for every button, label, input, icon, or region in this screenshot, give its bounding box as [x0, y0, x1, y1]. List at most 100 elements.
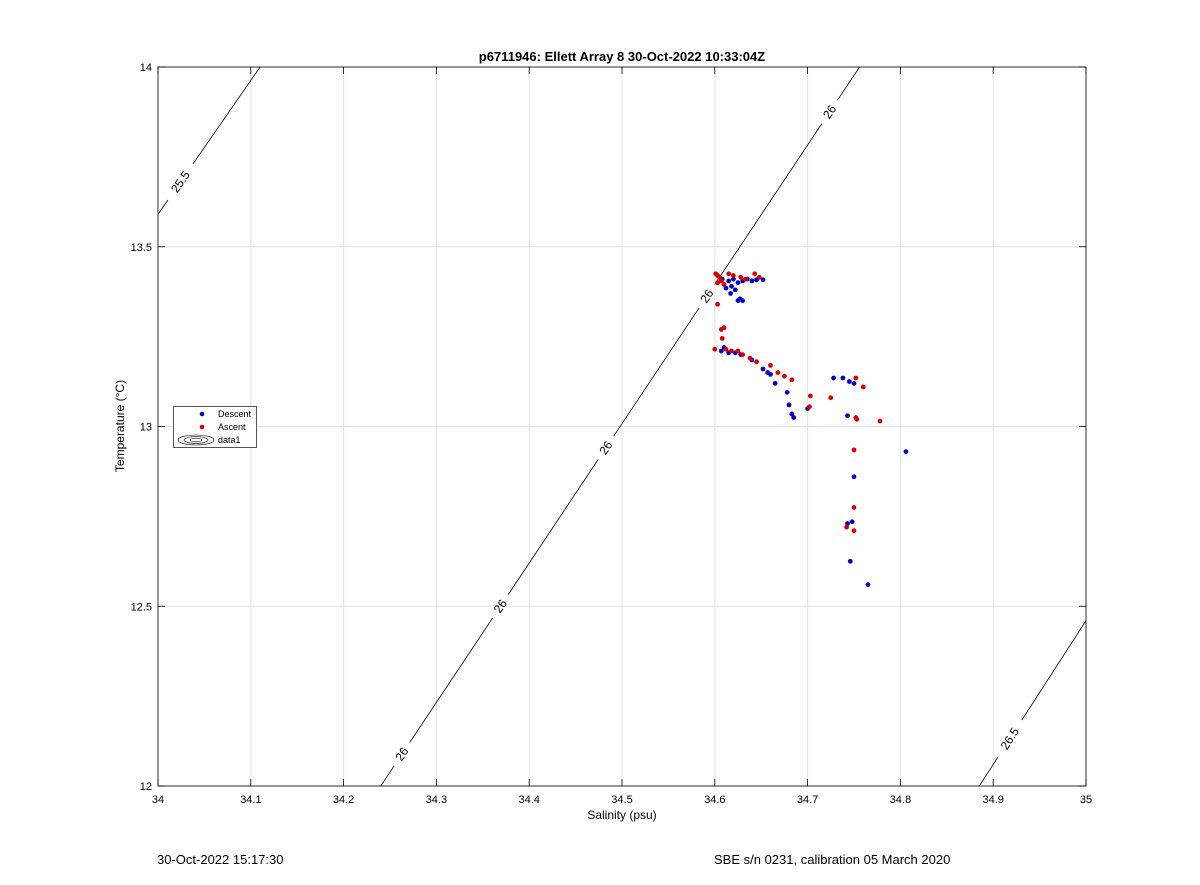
descent-point: [732, 287, 738, 293]
x-tick-label: 34.1: [240, 794, 261, 806]
descent-point: [903, 449, 909, 455]
contour-line: [380, 765, 395, 787]
legend-entry-data1: data1: [174, 434, 256, 446]
ascent-point: [851, 447, 857, 453]
ascent-point: [717, 274, 722, 280]
ascent-point: [721, 282, 727, 287]
footer-calibration: SBE s/n 0231, calibration 05 March 2020: [714, 852, 951, 867]
ascent-point: [712, 346, 718, 352]
ascent-point: [726, 271, 732, 277]
legend-descent-marker: [199, 411, 205, 417]
ascent-point: [723, 346, 729, 352]
ascent-point: [718, 278, 724, 284]
descent-point: [851, 380, 857, 386]
y-tick-label: 13.5: [131, 242, 152, 254]
ascent-point: [851, 528, 857, 534]
x-tick-label: 34.4: [518, 794, 539, 806]
descent-point: [760, 277, 766, 283]
contour-label: 26: [820, 102, 839, 121]
descent-point: [768, 371, 773, 377]
x-tick-label: 34.6: [704, 794, 725, 806]
data-points: [712, 271, 909, 588]
descent-point: [846, 379, 852, 384]
descent-point: [728, 291, 733, 296]
ascent-point: [851, 504, 857, 510]
footer-timestamp: 30-Oct-2022 15:17:30: [157, 852, 284, 867]
ascent-point: [844, 524, 849, 530]
legend-label-data1: data1: [218, 435, 241, 445]
legend-ascent-marker: [199, 424, 205, 430]
ascent-point: [740, 352, 746, 357]
ascent-point: [775, 370, 781, 375]
contour-line: [192, 66, 261, 165]
contour-line: [1021, 620, 1087, 721]
descent-point: [723, 285, 729, 291]
x-tick-label: 34.2: [333, 794, 354, 806]
contour-label: 26.5: [998, 725, 1023, 752]
ascent-point: [747, 355, 753, 361]
y-tick-label: 14: [140, 62, 152, 74]
x-tick-label: 34.9: [982, 794, 1003, 806]
x-tick-label: 35: [1080, 794, 1092, 806]
ascent-point: [754, 359, 759, 365]
descent-point: [726, 278, 732, 284]
ascent-point: [782, 373, 787, 379]
descent-point: [749, 278, 755, 284]
ascent-point: [735, 348, 741, 354]
x-tick-label: 34.5: [611, 794, 632, 806]
ascent-point: [743, 276, 748, 282]
descent-point: [735, 280, 741, 286]
contour-line: [507, 459, 599, 595]
legend-label-descent: Descent: [218, 409, 252, 419]
contour-label: 26: [392, 744, 411, 763]
descent-point: [784, 389, 790, 395]
chart-title: p6711946: Ellett Array 8 30-Oct-2022 10:…: [479, 49, 765, 64]
contour-line: [409, 617, 494, 743]
y-axis-label: Temperature (°C): [113, 380, 127, 472]
descent-point: [849, 519, 855, 525]
x-tick-label: 34.8: [890, 794, 911, 806]
ascent-point: [768, 362, 773, 368]
descent-point: [791, 415, 797, 420]
descent-point: [718, 348, 724, 354]
ascent-point: [715, 301, 720, 307]
ascent-point: [752, 271, 758, 277]
x-axis-ticks: 34 34.1 34.2 34.3 34.4 34.5 34.6 34.7 34.8 34.9 35: [152, 67, 1092, 806]
ascent-point: [877, 418, 883, 424]
x-tick-label: 34: [152, 794, 164, 806]
descent-point: [851, 474, 857, 480]
x-tick-label: 34.7: [797, 794, 818, 806]
contour-label: 26: [697, 286, 716, 305]
ascent-point: [807, 404, 812, 410]
ascent-point: [718, 327, 724, 332]
ascent-point: [719, 336, 725, 341]
contour-line: [978, 756, 999, 787]
descent-point: [845, 521, 850, 526]
contour-line: [714, 123, 823, 285]
descent-point: [737, 296, 743, 302]
descent-point: [840, 375, 846, 381]
descent-point: [789, 411, 795, 417]
legend-contour-icon: [177, 434, 215, 446]
legend-entry-descent: Descent: [174, 408, 256, 420]
ascent-point: [853, 375, 859, 381]
descent-point: [831, 375, 836, 381]
descent-point: [845, 413, 850, 419]
grid-lines: [157, 66, 1087, 787]
descent-point: [760, 366, 766, 372]
ascent-point: [715, 280, 720, 286]
contour-label: 26: [491, 597, 510, 616]
contour-line: [837, 66, 860, 101]
ascent-point: [828, 395, 834, 401]
y-tick-label: 13: [140, 422, 152, 434]
ascent-point: [729, 348, 734, 354]
y-axis-ticks: 12 12.5 13 13.5 14: [131, 62, 1086, 793]
y-tick-label: 12.5: [131, 601, 152, 613]
descent-point: [847, 558, 853, 564]
legend: Descent Ascent data1: [173, 406, 257, 448]
descent-point: [730, 276, 736, 282]
descent-point: [786, 402, 792, 408]
ascent-point: [738, 274, 744, 280]
ascent-point: [756, 274, 762, 280]
